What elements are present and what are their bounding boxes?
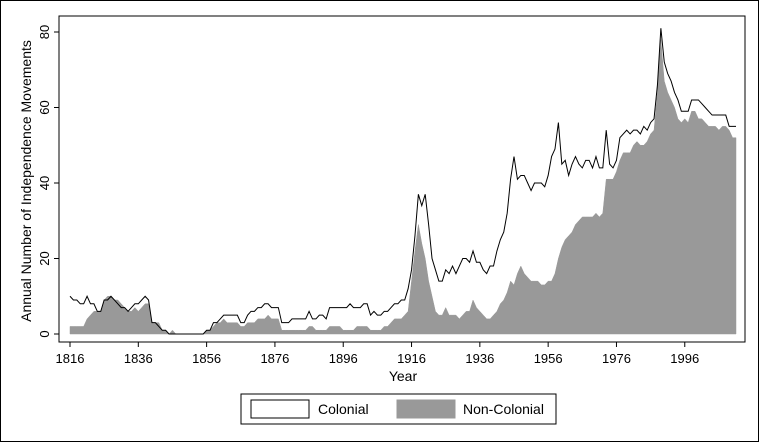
x-tick-label-1896: 1896: [329, 351, 358, 366]
x-tick-label-1836: 1836: [124, 351, 153, 366]
x-tick-label-1916: 1916: [397, 351, 426, 366]
plot-area: [58, 15, 746, 343]
y-tick-label-0: 0: [37, 330, 52, 337]
legend-swatch-colonial: [250, 399, 310, 419]
legend-label-colonial: Colonial: [318, 401, 369, 417]
legend-label-non-colonial: Non-Colonial: [463, 401, 544, 417]
x-axis-title: Year: [389, 368, 418, 384]
y-tick-label-20: 20: [37, 251, 52, 265]
legend: Colonial Non-Colonial: [240, 393, 557, 425]
y-axis: 0 20 40 60 80 Annual Number of Independence …: [18, 25, 60, 338]
x-tick-label-1816: 1816: [56, 351, 85, 366]
x-tick-label-1976: 1976: [602, 351, 631, 366]
x-ticks: 1816 1836 1856 1876 1896 1916 1936 1956 1976 1996: [56, 342, 699, 366]
y-ticks: 0 20 40 60 80: [37, 25, 59, 338]
x-tick-label-1876: 1876: [260, 351, 289, 366]
x-axis: 1816 1836 1856 1876 1896 1916 1936 1956 1976 1996…: [56, 341, 736, 384]
y-tick-label-40: 40: [37, 176, 52, 190]
y-axis-title: Annual Number of Independence Movements: [18, 40, 34, 322]
x-tick-label-1956: 1956: [534, 351, 563, 366]
legend-swatch-non-colonial: [396, 399, 456, 419]
x-tick-label-1936: 1936: [465, 351, 494, 366]
y-tick-label-80: 80: [37, 25, 52, 39]
y-tick-label-60: 60: [37, 100, 52, 114]
x-tick-label-1856: 1856: [192, 351, 221, 366]
colonial-line: [69, 28, 736, 335]
x-tick-label-1996: 1996: [670, 351, 699, 366]
